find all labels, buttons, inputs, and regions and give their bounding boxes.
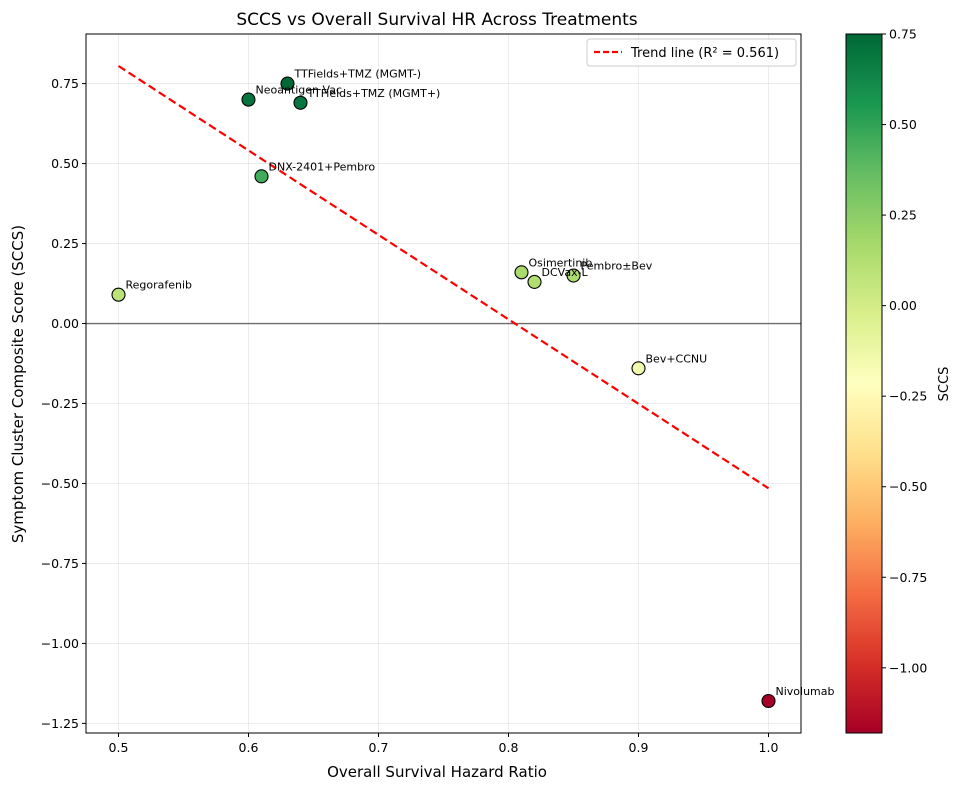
colorbar-tick-label: −0.75 (889, 570, 927, 585)
y-tick-label: −0.75 (41, 556, 79, 571)
y-axis: −1.25 −1.00 −0.75 −0.50 −0.25 0.00 0.25 0.50 0.7… (41, 76, 86, 731)
x-tick-label: 0.8 (499, 740, 519, 755)
y-tick-label: 0.00 (51, 316, 79, 331)
colorbar-tick-label: −0.25 (889, 389, 927, 404)
point-label: Regorafenib (126, 279, 193, 292)
data-point (293, 95, 308, 110)
x-tick-label: 1.0 (759, 740, 779, 755)
data-point (761, 693, 776, 709)
point-label: Neoantigen Vac (256, 84, 343, 97)
x-tick-label: 0.9 (629, 740, 649, 755)
point-label: Bev+CCNU (646, 352, 708, 365)
data-point (514, 265, 529, 280)
colorbar-label: SCCS (937, 367, 952, 402)
x-tick-label: 0.7 (369, 740, 389, 755)
colorbar-tick-label: −1.00 (889, 660, 927, 675)
y-tick-label: 0.75 (51, 76, 79, 91)
y-tick-label: −1.25 (41, 716, 79, 731)
x-tick-label: 0.6 (239, 740, 259, 755)
legend-box (586, 38, 797, 67)
colorbar-gradient (845, 33, 883, 734)
y-axis-label: Symptom Cluster Composite Score (SCCS) (9, 225, 27, 543)
grid-lines (86, 34, 801, 733)
plot-frame (85, 33, 802, 734)
legend-trend-label: Trend line (R² = 0.561) (630, 46, 779, 61)
legend: Trend line (R² = 0.561) (586, 38, 797, 67)
y-tick-label: 0.50 (51, 156, 79, 171)
data-point (280, 76, 295, 91)
colorbar-tick-label: 0.50 (889, 117, 917, 132)
point-label: DNX-2401+Pembro (269, 160, 376, 173)
x-tick-label: 0.5 (109, 740, 129, 755)
y-tick-label: −0.50 (41, 476, 79, 491)
data-point (111, 287, 126, 302)
data-points (111, 76, 776, 709)
colorbar-tick-label: 0.00 (889, 298, 917, 313)
point-label: TTFields+TMZ (MGMT-) (294, 68, 422, 81)
point-label: Nivolumab (776, 685, 835, 698)
x-axis: 0.5 0.6 0.7 0.8 0.9 1.0 (109, 733, 779, 755)
point-label: TTFields+TMZ (MGMT+) (307, 87, 441, 100)
point-label: DCVax-L (542, 266, 589, 279)
data-point (254, 169, 269, 184)
point-label: Osimertinib (529, 256, 593, 269)
colorbar: 0.75 0.50 0.25 0.00 −0.25 −0.50 −0.75 −1.00 SCC… (845, 27, 952, 734)
data-point (527, 274, 542, 289)
point-label: Pembro±Bev (581, 260, 653, 273)
data-point (631, 361, 646, 376)
point-labels: TTFields+TMZ (MGMT-) Neoantigen VacTTFiel… (126, 68, 835, 698)
plot-area: TTFields+TMZ (MGMT-) Neoantigen VacTTFiel… (85, 33, 835, 734)
colorbar-tick-label: 0.75 (889, 27, 917, 42)
y-tick-label: 0.25 (51, 236, 79, 251)
colorbar-tick-label: 0.25 (889, 208, 917, 223)
y-tick-label: −1.00 (41, 636, 79, 651)
trend-line (117, 65, 770, 490)
colorbar-tick-label: −0.50 (889, 479, 927, 494)
y-tick-label: −0.25 (41, 396, 79, 411)
data-point (241, 92, 256, 107)
x-axis-label: Overall Survival Hazard Ratio (327, 763, 547, 781)
chart-title: SCCS vs Overall Survival HR Across Treat… (236, 10, 637, 30)
data-point (566, 268, 581, 283)
colorbar-ticks: 0.75 0.50 0.25 0.00 −0.25 −0.50 −0.75 −1.00 (882, 27, 927, 675)
